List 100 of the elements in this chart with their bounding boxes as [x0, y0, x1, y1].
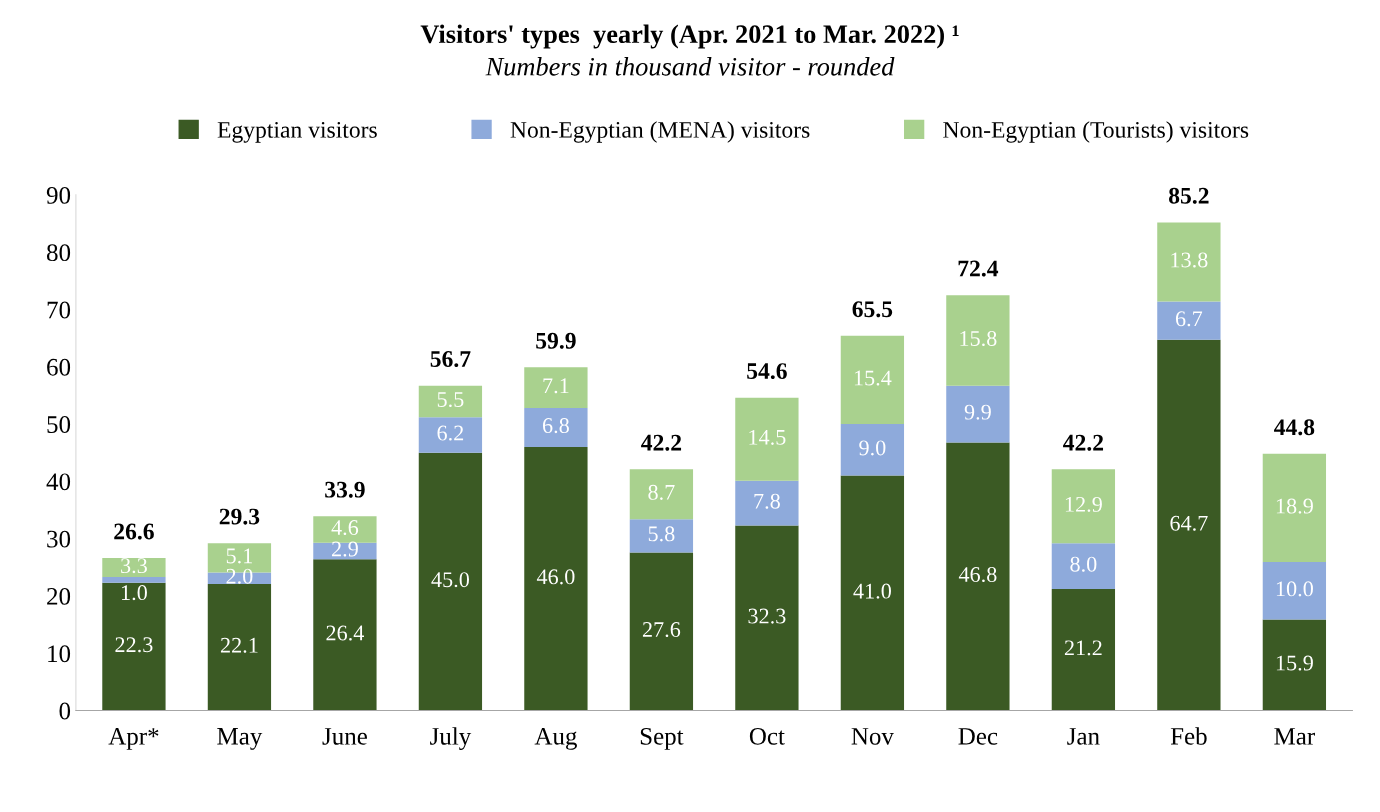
data-label: 41.0	[853, 583, 891, 599]
data-label: 1.0	[121, 585, 147, 601]
data-label: 27.6	[642, 622, 681, 638]
x-tick-label: Jan	[1067, 728, 1100, 745]
chart-title: Visitors' types yearly (Apr. 2021 to Mar. 2022) ¹	[420, 24, 959, 49]
y-tick-label: 80	[46, 244, 71, 262]
data-label: 5.8	[648, 526, 675, 542]
bar	[629, 469, 694, 520]
data-label: 9.0	[859, 440, 886, 456]
x-tick-label: Oct	[749, 727, 785, 745]
data-label: 8.0	[1070, 556, 1097, 572]
total-label: 42.2	[641, 434, 682, 451]
bar	[207, 583, 272, 711]
bar	[524, 367, 588, 408]
bar	[1262, 562, 1327, 620]
data-label: 46.8	[958, 567, 997, 583]
bar	[946, 442, 1010, 711]
data-label: 26.4	[326, 625, 365, 641]
x-tick-label: Nov	[851, 728, 894, 745]
y-tick-label: 30	[47, 530, 71, 548]
y-tick-label: 40	[46, 473, 71, 491]
bar	[1157, 301, 1221, 340]
x-tick-label: Feb	[1170, 727, 1207, 745]
total-label: 72.4	[958, 260, 999, 277]
data-label: 64.7	[1170, 515, 1208, 531]
data-label: 5.5	[437, 392, 464, 408]
bar	[1262, 453, 1327, 563]
total-label: 59.9	[536, 332, 576, 349]
bar	[735, 480, 799, 526]
legend-label: Egyptian visitors	[217, 121, 377, 143]
data-label: 21.2	[1064, 640, 1102, 656]
y-tick-label: 50	[47, 416, 71, 433]
bar	[524, 408, 588, 447]
bar	[629, 519, 694, 553]
data-label: 15.4	[854, 370, 892, 386]
data-label: 3.3	[121, 558, 147, 574]
bar	[1157, 222, 1221, 302]
y-tick-label: 70	[47, 301, 71, 319]
total-label: 29.3	[219, 508, 260, 525]
y-tick-label: 0	[59, 702, 71, 720]
x-tick-label: May	[217, 728, 263, 750]
data-label: 15.8	[960, 330, 997, 347]
bar	[629, 552, 694, 711]
x-tick-label: Sept	[640, 727, 684, 750]
data-label: 22.3	[115, 637, 153, 653]
y-tick-label: 90	[46, 186, 71, 204]
y-tick-label: 20	[47, 587, 71, 605]
bar	[1051, 469, 1116, 544]
data-label: 15.9	[1276, 655, 1313, 671]
total-label: 44.8	[1274, 419, 1315, 436]
bar	[313, 559, 377, 711]
x-tick-label: Aug	[534, 727, 577, 750]
bar	[946, 295, 1010, 386]
bar	[1051, 589, 1116, 711]
data-label: 46.0	[536, 569, 575, 585]
data-label: 45.0	[431, 572, 470, 588]
bar	[840, 424, 905, 476]
data-label: 32.3	[748, 608, 786, 624]
data-label: 22.1	[220, 637, 258, 653]
x-tick-label: Mar	[1274, 728, 1315, 745]
bar	[1262, 619, 1327, 711]
bar	[102, 582, 166, 711]
legend-label: Non-Egyptian (MENA) visitors	[510, 121, 810, 143]
data-label: 13.8	[1171, 252, 1208, 268]
bar	[1157, 339, 1221, 711]
y-tick-label: 60	[47, 358, 71, 376]
data-label: 14.5	[749, 429, 786, 445]
bar	[102, 558, 166, 578]
bar	[946, 385, 1010, 443]
bar	[840, 335, 905, 425]
bar	[735, 397, 799, 481]
total-label: 33.9	[325, 481, 365, 498]
data-label: 10.0	[1276, 581, 1313, 597]
y-tick-label: 10	[48, 645, 71, 663]
data-label: 12.9	[1065, 496, 1102, 512]
bar	[840, 475, 905, 711]
data-label: 6.7	[1175, 311, 1203, 327]
total-label: 42.2	[1063, 434, 1104, 451]
x-tick-label: Apr*	[108, 728, 159, 750]
bar	[313, 516, 377, 543]
bar	[735, 525, 799, 711]
data-label: 2.9	[332, 541, 358, 557]
data-label: 4.6	[331, 520, 359, 536]
data-label: 2.0	[226, 568, 253, 584]
bar	[418, 417, 483, 453]
data-label: 7.8	[754, 493, 780, 509]
bar	[524, 446, 588, 711]
data-label: 8.7	[648, 484, 675, 500]
total-label: 54.6	[747, 363, 787, 380]
data-label: 6.2	[437, 425, 464, 441]
total-label: 26.6	[114, 523, 154, 540]
x-tick-label: June	[322, 728, 367, 745]
x-tick-label: Dec	[958, 728, 998, 745]
x-tick-label: July	[430, 727, 472, 750]
bar	[418, 452, 483, 711]
legend-label: Non-Egyptian (Tourists) visitors	[943, 121, 1249, 143]
bar	[102, 577, 166, 583]
data-label: 5.1	[226, 548, 252, 564]
total-label: 65.5	[852, 301, 893, 318]
data-label: 18.9	[1276, 498, 1313, 514]
